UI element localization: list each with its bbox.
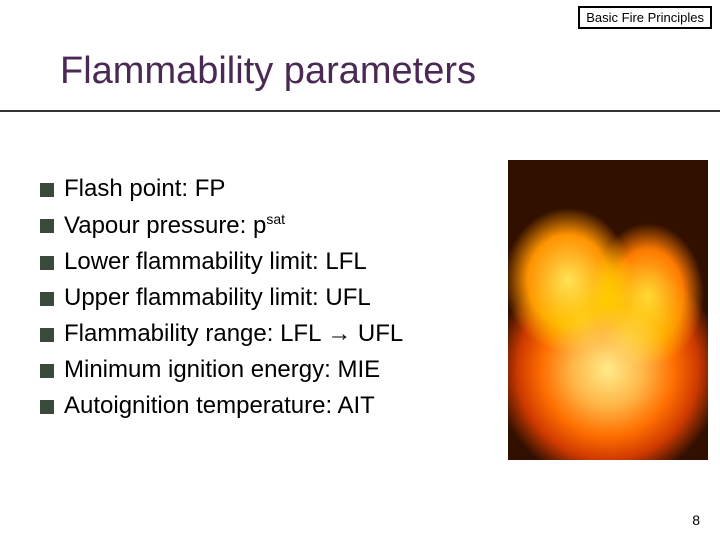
page-number: 8: [692, 512, 700, 528]
header-badge: Basic Fire Principles: [578, 6, 712, 29]
list-item: Upper flammability limit: UFL: [40, 284, 403, 312]
list-item: Flammability range: LFL → UFL: [40, 320, 403, 348]
list-item: Flash point: FP: [40, 175, 403, 203]
slide-title: Flammability parameters: [60, 50, 476, 93]
square-bullet-icon: [40, 256, 54, 270]
square-bullet-icon: [40, 400, 54, 414]
square-bullet-icon: [40, 328, 54, 342]
bullet-text: Minimum ignition energy: MIE: [64, 356, 380, 384]
list-item: Vapour pressure: psat: [40, 211, 403, 240]
bullet-text: Upper flammability limit: UFL: [64, 284, 371, 312]
square-bullet-icon: [40, 219, 54, 233]
square-bullet-icon: [40, 364, 54, 378]
list-item: Lower flammability limit: LFL: [40, 248, 403, 276]
title-underline: [0, 110, 720, 112]
bullet-text: Flammability range: LFL → UFL: [64, 320, 403, 348]
list-item: Minimum ignition energy: MIE: [40, 356, 403, 384]
list-item: Autoignition temperature: AIT: [40, 392, 403, 420]
bullet-text: Flash point: FP: [64, 175, 225, 203]
square-bullet-icon: [40, 292, 54, 306]
bullet-list: Flash point: FP Vapour pressure: psat Lowe…: [40, 175, 403, 428]
bullet-text: Vapour pressure: psat: [64, 211, 285, 240]
fire-image: [508, 160, 708, 460]
bullet-text: Lower flammability limit: LFL: [64, 248, 367, 276]
square-bullet-icon: [40, 183, 54, 197]
bullet-text: Autoignition temperature: AIT: [64, 392, 375, 420]
